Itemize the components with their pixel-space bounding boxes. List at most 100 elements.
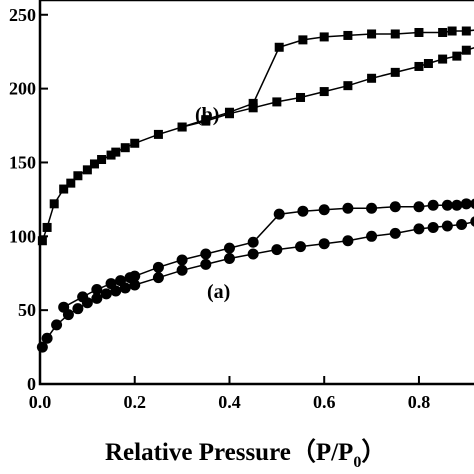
y-tick-label: 100 [9,226,36,246]
data-point-circle [176,254,188,266]
data-point-circle [200,248,212,260]
data-point-square [296,92,306,102]
data-point-square [37,236,47,246]
x-tick-label: 0.6 [313,392,336,412]
data-point-square [224,107,234,117]
data-point-square [97,155,107,165]
data-point-circle [413,201,425,213]
data-point-square [153,129,163,139]
data-point-circle [342,202,354,214]
data-point-square [111,147,121,157]
data-point-circle [58,301,70,313]
x-tick-label: 0.4 [218,392,241,412]
data-point-circle [247,236,259,248]
data-point-square [272,97,282,107]
series-b [37,26,474,246]
data-point-circle [91,283,103,295]
data-point-circle [366,202,378,214]
data-point-square [59,184,69,194]
data-point-circle [273,208,285,220]
data-point-circle [460,198,472,210]
data-point-square [367,29,377,39]
data-point-square [438,27,448,37]
y-tick-label: 250 [9,5,36,25]
data-point-square [298,35,308,45]
x-axis: 0.0 0.2 0.4 0.6 0.8 [29,376,430,412]
y-tick-label: 0 [27,374,36,394]
data-point-circle [91,292,103,304]
data-point-circle [271,244,283,256]
data-point-circle [200,258,212,270]
series-label-b: (b) [195,104,219,126]
y-tick-label: 150 [9,152,36,172]
data-point-square [438,54,448,64]
data-point-square [452,51,462,61]
data-point-circle [72,303,84,315]
x-axis-title-main: Relative Pressure（P/P [105,437,353,466]
data-point-square [343,81,353,91]
data-point-circle [413,223,425,235]
data-point-square [461,26,471,36]
data-point-square [177,122,187,132]
data-point-circle [105,278,117,290]
data-point-square [66,178,76,188]
adsorption-line [41,221,474,348]
data-point-circle [152,272,164,284]
data-point-square [367,73,377,83]
data-point-circle [427,221,439,233]
data-point-square [274,42,284,52]
series-layer [36,26,474,353]
data-point-square [89,159,99,169]
plot-frame [38,0,474,386]
data-point-circle [41,332,53,344]
data-point-circle [295,241,307,253]
data-point-square [414,61,424,71]
data-point-circle [427,199,439,211]
data-point-circle [247,248,259,260]
x-axis-title-close: ） [361,437,386,466]
data-point-square [42,222,52,232]
y-tick-label: 50 [18,300,36,320]
x-tick-label: 0.0 [29,392,52,412]
data-point-circle [470,198,474,210]
data-point-square [73,171,83,181]
data-point-circle [456,218,468,230]
data-point-circle [366,230,378,242]
data-point-circle [115,275,127,287]
data-point-circle [470,216,474,227]
data-point-square [248,98,258,108]
data-point-square [343,30,353,40]
data-point-circle [342,235,354,247]
data-point-square [414,27,424,37]
y-tick-label: 200 [9,79,36,99]
series-label-a: (a) [207,281,230,303]
data-point-circle [176,264,188,276]
data-point-square [423,59,433,69]
data-point-circle [223,242,235,254]
data-point-square [130,138,140,148]
data-point-square [106,150,116,160]
data-point-circle [223,252,235,264]
x-tick-label: 0.8 [408,392,431,412]
data-point-circle [124,272,136,284]
adsorption-line [41,47,474,241]
data-point-circle [451,199,463,211]
data-point-square [319,32,329,42]
x-axis-title: Relative Pressure（P/P0） [105,437,386,471]
data-point-circle [441,199,453,211]
x-axis-title-subscript: 0 [353,454,361,471]
data-point-circle [51,319,63,331]
series-a [36,198,474,353]
data-point-circle [318,204,330,216]
y-axis: 0 50 100 150 200 250 [9,5,48,394]
data-point-circle [77,291,89,303]
data-point-square [461,45,471,55]
data-point-square [390,29,400,39]
data-point-circle [441,220,453,232]
data-point-square [319,87,329,97]
data-point-square [447,26,457,36]
data-point-circle [100,288,112,300]
x-tick-label: 0.2 [123,392,146,412]
data-point-circle [389,227,401,239]
